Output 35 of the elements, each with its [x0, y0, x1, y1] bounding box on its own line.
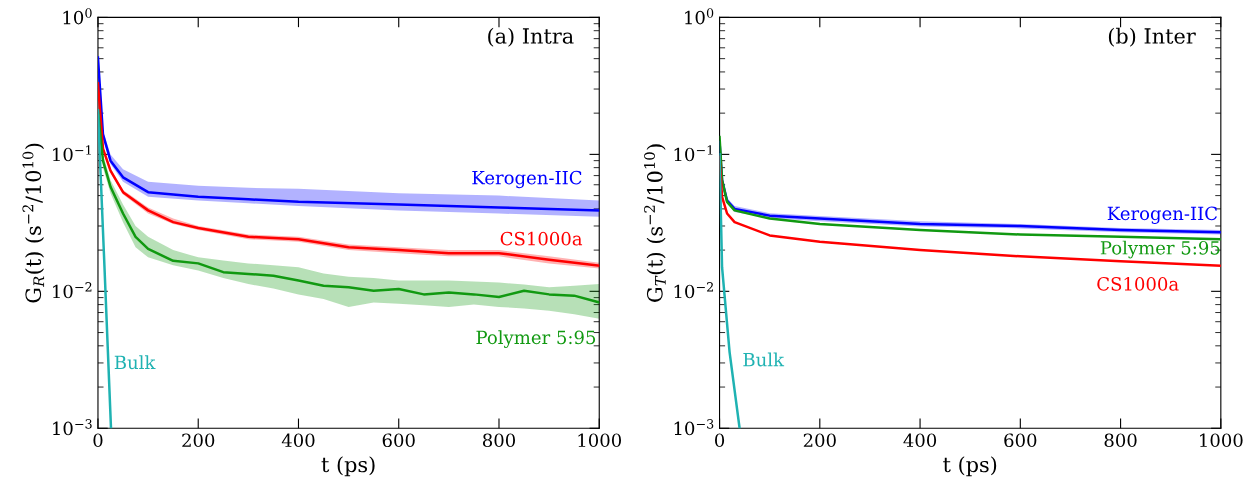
y-axis-title: G$_{R}$(t) (s$^{−2}$/10$^{10}$): [22, 143, 45, 303]
y-tick-label: 10$^{−2}$: [53, 282, 92, 299]
x-tick-label: 600: [382, 433, 415, 448]
y-tick-label: 10$^{−3}$: [674, 419, 714, 436]
series-label: Bulk: [743, 352, 785, 367]
y-tick-label: 10$^{0}$: [63, 8, 92, 25]
x-tick-label: 200: [182, 433, 215, 448]
x-tick-label: 400: [281, 433, 315, 448]
x-tick-label: 0: [93, 433, 103, 448]
x-tick-label: 800: [1104, 433, 1137, 448]
x-tick-label: 1000: [578, 433, 622, 448]
line-series: [719, 153, 741, 429]
x-tick-label: 200: [803, 433, 836, 448]
x-tick-label: 1000: [1200, 433, 1243, 448]
series-label: Bulk: [114, 355, 156, 370]
series-label: Polymer 5:95: [1100, 240, 1220, 259]
series-label: Kerogen-IIC: [1107, 206, 1217, 224]
y-tick-label: 10$^{−1}$: [53, 145, 91, 162]
y-tick-label: 10$^{−3}$: [53, 419, 92, 436]
y-tick-label: 10$^{−2}$: [674, 282, 713, 299]
series-label: Polymer 5:95: [476, 330, 596, 348]
annotation: (a) Intra: [488, 27, 574, 47]
x-tick-label: 600: [1004, 433, 1037, 448]
x-axis-title: t (ps): [321, 456, 375, 477]
y-axis-title: G$_{T}$(t) (s$^{−2}$/10$^{10}$): [644, 144, 666, 302]
y-tick-label: 10$^{−1}$: [674, 145, 713, 162]
series-label: CS1000a: [500, 231, 583, 246]
x-axis-title: t (ps): [943, 456, 997, 477]
series-label: CS1000a: [1097, 277, 1179, 291]
y-tick-label: 10$^{0}$: [685, 8, 714, 25]
x-tick-label: 400: [903, 433, 937, 448]
x-tick-label: 800: [482, 433, 516, 448]
series-label: Kerogen-IIC: [472, 170, 582, 189]
x-tick-label: 0: [715, 433, 725, 448]
annotation: (b) Inter: [1108, 27, 1196, 47]
